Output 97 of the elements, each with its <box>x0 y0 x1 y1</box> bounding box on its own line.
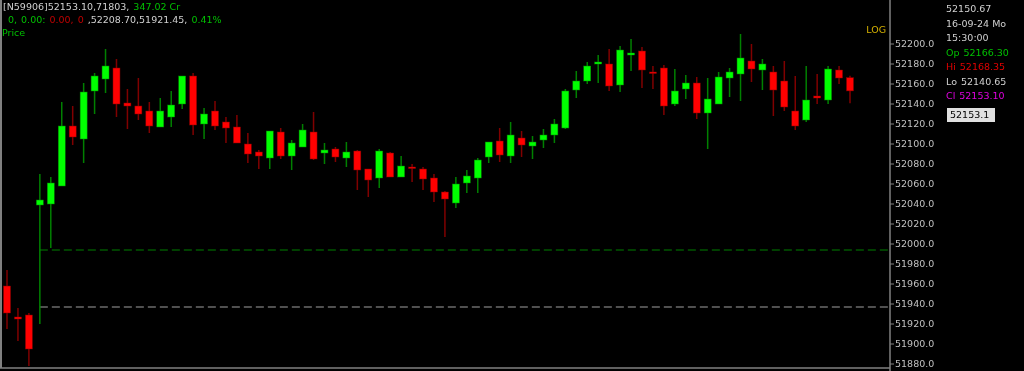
candlestick <box>441 190 449 238</box>
text: Cl <box>946 90 956 101</box>
y-tick-label: 52180.0 <box>895 58 935 70</box>
candlestick <box>320 142 329 165</box>
text: Hi <box>946 61 956 72</box>
candlestick <box>550 118 559 144</box>
candlestick <box>397 155 405 178</box>
candlestick <box>90 72 99 115</box>
candlestick <box>846 74 854 105</box>
annotation: ,52208.70,51921.45, <box>87 14 188 25</box>
candlestick <box>528 135 537 160</box>
text: 16-09-24 Mo <box>946 18 1007 29</box>
candlestick <box>627 38 635 72</box>
text: 52140.65 <box>960 76 1007 87</box>
candlestick <box>353 149 362 191</box>
candlestick <box>452 176 460 209</box>
candlestick <box>287 139 296 171</box>
candlestick <box>539 128 548 149</box>
text: 15:30:00 <box>946 32 989 43</box>
annotation: 0.00, <box>49 14 74 25</box>
y-tick-label: 52160.0 <box>895 78 935 90</box>
candlestick <box>594 54 602 84</box>
candlestick <box>123 88 132 130</box>
candlestick <box>342 141 351 168</box>
text: 52150.67 <box>946 3 992 14</box>
candlestick <box>101 48 110 94</box>
annotation: 0, <box>8 14 18 25</box>
text: LOG <box>866 24 886 35</box>
candlestick <box>430 173 438 203</box>
y-tick-label: 51900.0 <box>895 338 935 350</box>
candlestick <box>517 130 526 158</box>
candlestick <box>244 132 252 164</box>
candlestick <box>747 43 756 83</box>
candlestick <box>703 77 712 150</box>
candlestick <box>605 48 613 92</box>
candlestick <box>671 68 679 107</box>
candlestick <box>802 65 810 123</box>
y-tick-label: 52100.0 <box>895 138 935 150</box>
candlestick <box>14 307 22 342</box>
annotation: Price <box>2 27 26 38</box>
candlestick <box>222 116 230 144</box>
candlestick <box>47 176 55 249</box>
candlestick <box>211 100 219 131</box>
candlestick <box>649 65 657 90</box>
candlestick <box>156 97 165 128</box>
candlestick <box>408 163 416 183</box>
candlestick <box>134 77 143 121</box>
candlestick <box>506 121 515 164</box>
candlestick <box>758 58 767 91</box>
candlestick <box>484 141 493 164</box>
y-tick-label: 51920.0 <box>895 318 935 330</box>
text: 52153.1 <box>950 109 990 120</box>
candlestick <box>725 67 734 98</box>
text: 52166.30 <box>963 47 1009 58</box>
candlestick <box>233 114 241 144</box>
y-tick-label: 52080.0 <box>895 158 935 170</box>
candlestick <box>638 46 646 89</box>
candlestick <box>813 73 821 105</box>
y-tick-label: 51880.0 <box>895 358 935 370</box>
annotation: 0.41% <box>191 14 222 25</box>
text: 52153.10 <box>959 90 1005 101</box>
y-tick-label: 52140.0 <box>895 98 935 110</box>
candlestick <box>145 101 154 134</box>
y-tick-label: 51940.0 <box>895 298 935 310</box>
candlestick <box>364 168 373 198</box>
candlestick <box>419 166 427 191</box>
candlestick <box>68 105 77 146</box>
text: Op <box>946 47 960 58</box>
y-tick-label: 52040.0 <box>895 198 935 210</box>
candlestick <box>682 74 690 100</box>
y-tick-label: 51960.0 <box>895 278 935 290</box>
candlestick <box>791 75 800 131</box>
y-tick-label: 51980.0 <box>895 258 935 270</box>
candlestick <box>386 151 394 178</box>
candlestick <box>276 127 285 160</box>
candlestick <box>572 70 581 99</box>
text: Lo <box>946 76 958 87</box>
y-tick-label: 52200.0 <box>895 38 935 50</box>
annotation: [N59906]52153.10,71803, <box>3 1 130 12</box>
text: 52168.35 <box>959 61 1006 72</box>
annotation: 0.00: <box>21 14 46 25</box>
candlestick <box>167 90 175 128</box>
candlestick <box>255 149 263 170</box>
candlestick <box>298 123 307 148</box>
candlestick <box>200 107 208 140</box>
candlestick <box>769 65 778 117</box>
candlestick <box>474 157 482 194</box>
y-tick-label: 52020.0 <box>895 218 935 230</box>
y-tick-label: 52120.0 <box>895 118 935 130</box>
annotation: 0 <box>77 14 84 25</box>
annotation: 347.02 Cr <box>133 1 181 12</box>
candlestick <box>495 127 504 163</box>
candlestick <box>583 61 591 85</box>
candlestick <box>736 33 745 102</box>
y-tick-label: 52060.0 <box>895 178 935 190</box>
y-tick-label: 52000.0 <box>895 238 935 250</box>
candlestick <box>463 169 471 194</box>
